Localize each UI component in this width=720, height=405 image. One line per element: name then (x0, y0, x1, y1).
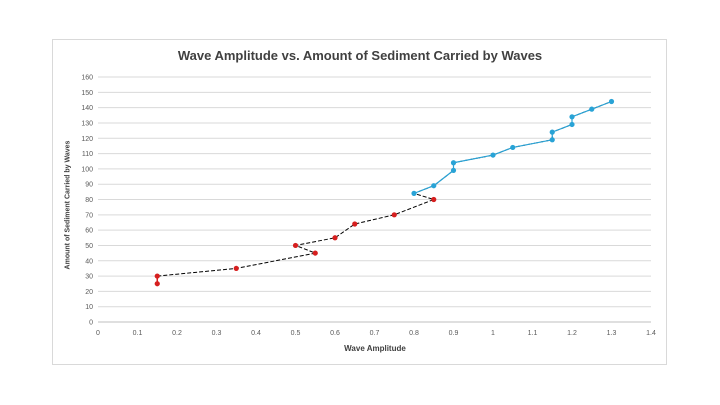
blue-data-point (569, 114, 575, 120)
chart-title: Wave Amplitude vs. Amount of Sediment Ca… (177, 48, 543, 63)
x-tick-label: 0.1 (133, 330, 143, 337)
x-tick-label: 1 (491, 330, 495, 337)
red-data-point (292, 242, 299, 249)
red-data-point (352, 221, 358, 227)
blue-segment-line (591, 100, 612, 110)
y-tick-label: 10 (85, 304, 93, 311)
y-tick-label: 90 (85, 182, 93, 189)
x-tick-label: 0.9 (449, 330, 459, 337)
y-tick-label: 80 (85, 197, 93, 204)
y-tick-label: 20 (85, 289, 93, 296)
red-data-point (154, 281, 160, 287)
y-tick-label: 0 (89, 320, 93, 327)
y-tick-label: 120 (81, 136, 93, 143)
blue-segment-line (492, 146, 513, 156)
blue-segment-line (512, 139, 553, 149)
y-tick-label: 60 (85, 228, 93, 235)
blue-data-point (569, 121, 575, 128)
y-tick-label: 40 (85, 258, 93, 265)
blue-segment-line (413, 185, 434, 194)
connecting-line (157, 101, 612, 277)
x-axis-label: Wave Amplitude (344, 344, 406, 353)
blue-segment-line (433, 169, 454, 187)
blue-segment-line (552, 123, 573, 133)
y-tick-label: 130 (81, 120, 93, 127)
red-data-point (391, 212, 397, 218)
x-tick-label: 1.1 (528, 330, 538, 337)
red-data-point (312, 250, 318, 256)
blue-data-point (549, 129, 555, 135)
y-tick-label: 160 (81, 75, 93, 82)
y-tick-label: 140 (81, 105, 93, 112)
blue-data-point (431, 183, 437, 189)
x-tick-label: 0.6 (330, 330, 340, 337)
x-tick-label: 1.2 (567, 330, 577, 337)
x-tick-label: 0 (96, 330, 100, 337)
x-tick-label: 1.4 (646, 330, 656, 337)
x-tick-label: 1.3 (607, 330, 617, 337)
y-tick-label: 30 (85, 274, 93, 281)
red-data-point (154, 273, 160, 279)
blue-data-point (411, 190, 417, 196)
blue-data-point (549, 137, 555, 143)
y-tick-label: 100 (81, 166, 93, 173)
y-tick-label: 70 (85, 212, 93, 219)
blue-data-point (510, 144, 516, 151)
blue-segment-line (571, 108, 592, 118)
blue-data-point (589, 106, 595, 112)
y-tick-label: 50 (85, 243, 93, 250)
blue-segment-line (453, 154, 494, 164)
x-tick-label: 0.4 (251, 330, 261, 337)
x-tick-label: 0.5 (291, 330, 301, 337)
x-tick-label: 0.3 (212, 330, 222, 337)
y-tick-label: 150 (81, 90, 93, 97)
red-data-point (431, 196, 437, 203)
x-tick-label: 0.7 (370, 330, 380, 337)
red-data-point (233, 265, 239, 272)
x-tick-label: 0.2 (172, 330, 182, 337)
blue-data-point (450, 167, 457, 174)
x-tick-label: 0.8 (409, 330, 419, 337)
blue-data-point (450, 160, 457, 166)
blue-data-point (608, 98, 615, 105)
y-tick-label: 110 (82, 151, 93, 158)
red-data-point (332, 235, 338, 241)
blue-data-point (490, 152, 496, 158)
chart-area (52, 39, 667, 365)
